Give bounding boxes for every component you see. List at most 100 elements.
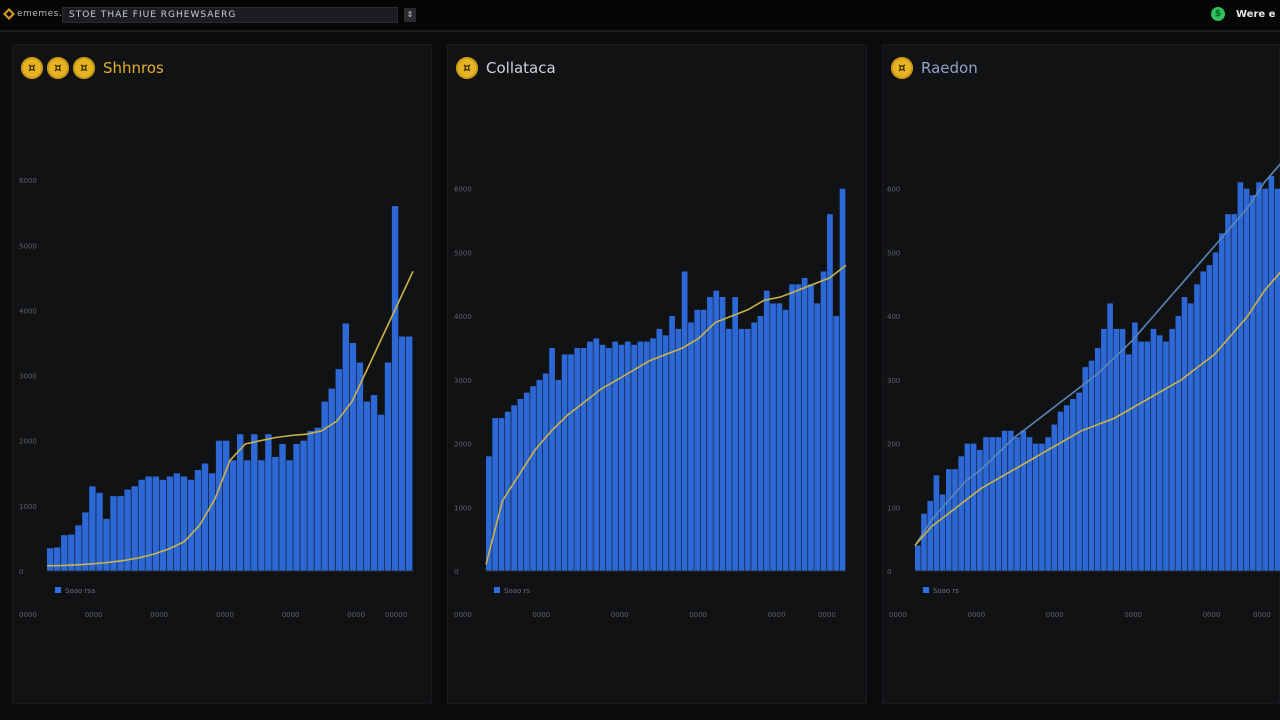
bar bbox=[726, 328, 732, 571]
coin-icon[interactable]: ¤ bbox=[456, 57, 478, 79]
bar bbox=[946, 469, 952, 571]
bar bbox=[713, 290, 720, 571]
bar bbox=[1144, 341, 1151, 571]
bar bbox=[1274, 188, 1280, 571]
bar bbox=[599, 344, 606, 571]
search-input[interactable]: STOE THAE FIUE RGHEWSAERG bbox=[62, 7, 398, 23]
bar bbox=[1268, 176, 1275, 571]
bar bbox=[391, 206, 399, 571]
bar bbox=[166, 476, 174, 571]
bar bbox=[827, 214, 833, 571]
coin-icon[interactable]: ¤ bbox=[891, 57, 913, 79]
y-tick-label: 4000 bbox=[19, 307, 37, 315]
bar bbox=[1169, 328, 1175, 571]
bar bbox=[738, 328, 745, 571]
bar bbox=[681, 271, 688, 571]
bar bbox=[82, 512, 89, 571]
x-tick-label: 0000 bbox=[967, 611, 985, 619]
legend-swatch bbox=[494, 587, 500, 593]
bar bbox=[624, 341, 631, 571]
x-tick-label: 0000 bbox=[1046, 611, 1064, 619]
bar bbox=[1045, 437, 1051, 571]
bar bbox=[1187, 303, 1194, 571]
bar bbox=[977, 449, 983, 571]
bar bbox=[694, 309, 701, 571]
bar bbox=[314, 427, 321, 571]
bar bbox=[1020, 430, 1027, 571]
coin-icon[interactable]: ¤ bbox=[21, 57, 43, 79]
bar bbox=[782, 309, 789, 571]
bar bbox=[265, 434, 272, 571]
bar bbox=[96, 492, 103, 571]
bar bbox=[656, 328, 663, 571]
bar bbox=[1088, 360, 1095, 571]
bar bbox=[523, 392, 530, 571]
coin-icon[interactable]: ¤ bbox=[73, 57, 95, 79]
bar bbox=[194, 470, 202, 571]
bar bbox=[757, 316, 764, 571]
bar bbox=[1225, 214, 1231, 571]
bar bbox=[1231, 214, 1237, 571]
bar bbox=[103, 518, 110, 571]
bar bbox=[587, 341, 593, 571]
panel-header: ¤ Collataca bbox=[456, 55, 556, 81]
bar bbox=[1113, 328, 1120, 571]
bar bbox=[1082, 367, 1089, 571]
y-tick-label: 200 bbox=[887, 441, 900, 449]
bar bbox=[492, 418, 498, 571]
bar bbox=[952, 469, 958, 571]
bar-chart: 0 1000 2000 3000 4000 5000 6000 Soao rs 0000 0000… bbox=[454, 186, 847, 619]
bar bbox=[251, 434, 258, 571]
bar bbox=[124, 489, 131, 571]
bar bbox=[631, 344, 637, 571]
y-tick-label: 600 bbox=[887, 186, 900, 194]
x-tick-label: 0000 bbox=[150, 611, 168, 619]
bar bbox=[321, 401, 328, 571]
bar bbox=[293, 444, 300, 571]
trend-line bbox=[46, 270, 414, 567]
bar bbox=[983, 437, 989, 571]
bar bbox=[173, 473, 181, 571]
bar bbox=[406, 336, 413, 571]
bar bbox=[732, 297, 738, 571]
bar bbox=[1026, 437, 1033, 571]
app-logo-icon[interactable] bbox=[3, 8, 15, 20]
bar bbox=[618, 344, 625, 571]
bar bbox=[237, 434, 244, 571]
search-options-button[interactable]: ⇕ bbox=[404, 8, 416, 22]
y-tick-label: 1000 bbox=[19, 503, 37, 511]
bar bbox=[89, 486, 96, 571]
bar bbox=[75, 525, 82, 571]
bar bbox=[110, 496, 117, 571]
bar bbox=[669, 316, 675, 571]
trend-line bbox=[485, 264, 847, 565]
bar bbox=[145, 476, 152, 571]
bar bbox=[138, 479, 145, 571]
bar bbox=[939, 494, 946, 571]
bar bbox=[789, 284, 795, 571]
bar bbox=[1237, 182, 1244, 572]
bar bbox=[377, 414, 385, 571]
bar bbox=[1181, 297, 1188, 571]
bar bbox=[776, 303, 783, 571]
bar bbox=[820, 271, 827, 571]
x-tick-label: 0000 bbox=[889, 611, 907, 619]
coin-icon[interactable]: ¤ bbox=[47, 57, 69, 79]
user-name[interactable]: Were e bbox=[1236, 9, 1276, 20]
panel-title: Collataca bbox=[486, 59, 556, 77]
bar bbox=[1063, 405, 1070, 571]
bar bbox=[763, 290, 770, 571]
bar bbox=[131, 486, 138, 571]
x-tick-label: 0000 bbox=[1124, 611, 1142, 619]
panel-header: ¤ ¤ ¤ Shhnros bbox=[21, 55, 164, 81]
bar bbox=[927, 500, 933, 571]
bar bbox=[839, 188, 846, 571]
bar bbox=[1212, 252, 1219, 571]
bar bbox=[593, 338, 600, 571]
bar bbox=[300, 440, 307, 571]
bar bbox=[511, 405, 517, 571]
legend-label: Soao rsa bbox=[65, 587, 95, 595]
account-status-icon[interactable]: $ bbox=[1211, 7, 1225, 21]
bar bbox=[208, 473, 216, 571]
bar bbox=[117, 496, 124, 571]
